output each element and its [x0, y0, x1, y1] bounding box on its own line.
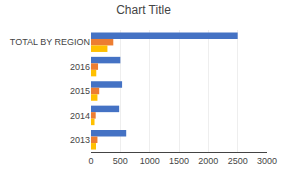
svg-text:2014: 2014 — [70, 111, 90, 121]
svg-text:Chart Title: Chart Title — [116, 3, 171, 17]
svg-text:2000: 2000 — [198, 156, 218, 166]
svg-text:1500: 1500 — [169, 156, 189, 166]
svg-text:2500: 2500 — [228, 156, 248, 166]
svg-text:TOTAL BY REGION: TOTAL BY REGION — [10, 37, 90, 47]
svg-text:2013: 2013 — [70, 135, 90, 145]
svg-text:0: 0 — [88, 156, 93, 166]
svg-text:500: 500 — [113, 156, 128, 166]
svg-text:3000: 3000 — [257, 156, 277, 166]
svg-text:1000: 1000 — [140, 156, 160, 166]
svg-text:2016: 2016 — [70, 62, 90, 72]
svg-text:2015: 2015 — [70, 86, 90, 96]
